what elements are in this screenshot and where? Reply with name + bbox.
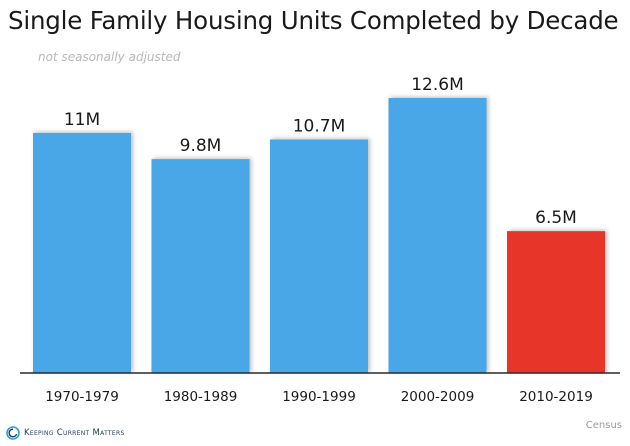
labels-layer: 11M 1970-1979 9.8M 1980-1989 10.7M 1990-1999 1… (45, 75, 593, 405)
tick-label-1970-1979: 1970-1979 (45, 389, 119, 405)
data-label-1970-1979: 11M (64, 110, 100, 130)
tick-label-2000-2009: 2000-2009 (401, 389, 475, 405)
data-label-2000-2009: 12.6M (411, 75, 464, 95)
tick-label-1980-1989: 1980-1989 (164, 389, 238, 405)
tick-label-2010-2019: 2010-2019 (519, 389, 593, 405)
data-label-1990-1999: 10.7M (293, 116, 346, 136)
logo-text: Keeping Current Matters (24, 428, 125, 438)
bar-2000-2009 (388, 98, 487, 373)
kcm-logo-icon (6, 426, 20, 440)
bar-1970-1979 (33, 132, 131, 373)
source-label: Census (585, 420, 622, 431)
bar-2010-2019 (507, 231, 605, 373)
data-label-2010-2019: 6.5M (535, 208, 577, 228)
chart-title: Single Family Housing Units Completed by… (8, 6, 619, 35)
bar-1990-1999 (270, 139, 368, 373)
tick-label-1990-1999: 1990-1999 (282, 389, 356, 405)
bar-1980-1989 (151, 159, 250, 373)
chart-subtitle: not seasonally adjusted (38, 50, 181, 64)
data-label-1980-1989: 9.8M (180, 136, 222, 156)
bars-layer (33, 98, 605, 373)
logo: Keeping Current Matters (6, 426, 125, 440)
